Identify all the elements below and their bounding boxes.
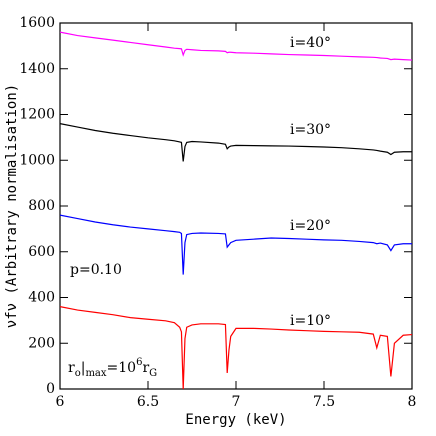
x-tick-label: 7.5 <box>313 394 335 410</box>
plot-frame <box>59 22 413 390</box>
radius-note-part: =10 <box>107 360 137 376</box>
radius-note-part: r <box>142 360 149 376</box>
y-tick-label: 1400 <box>19 61 55 77</box>
x-tick-label: 6.5 <box>137 394 159 410</box>
x-tick-label: 6 <box>56 394 65 410</box>
y-tick-label: 600 <box>28 244 55 260</box>
y-tick-label: 1200 <box>19 107 55 123</box>
radius-note-part: G <box>149 368 157 379</box>
series-line <box>59 123 412 162</box>
annotation: p=0.10 <box>70 262 122 278</box>
y-tick-label: 200 <box>28 335 55 351</box>
y-tick-label: 1600 <box>19 15 55 31</box>
series-label: i=30° <box>290 122 331 138</box>
y-tick-label: 1000 <box>19 152 55 168</box>
radius-note-part: max <box>85 368 106 379</box>
series-line <box>59 31 413 61</box>
series-line <box>59 306 413 390</box>
radius-note: ro|max=106rG <box>68 357 157 379</box>
x-tick-label: 7 <box>232 394 241 410</box>
radius-note-part: r <box>68 360 75 376</box>
series-label: i=20° <box>290 218 331 234</box>
radius-note-part: 6 <box>136 357 142 368</box>
x-axis-label: Energy (keV) <box>185 412 286 428</box>
series-label: i=10° <box>290 313 331 329</box>
series-line <box>59 214 412 275</box>
series-label: i=40° <box>290 35 331 51</box>
y-tick-label: 0 <box>46 381 55 397</box>
y-tick-label: 800 <box>28 198 55 214</box>
y-axis-label: νfν (Arbitrary normalisation) <box>4 84 20 328</box>
x-tick-label: 8 <box>408 394 417 410</box>
y-tick-label: 400 <box>28 290 55 306</box>
radius-note-part: o <box>75 368 81 379</box>
radius-note-part: | <box>81 360 86 376</box>
